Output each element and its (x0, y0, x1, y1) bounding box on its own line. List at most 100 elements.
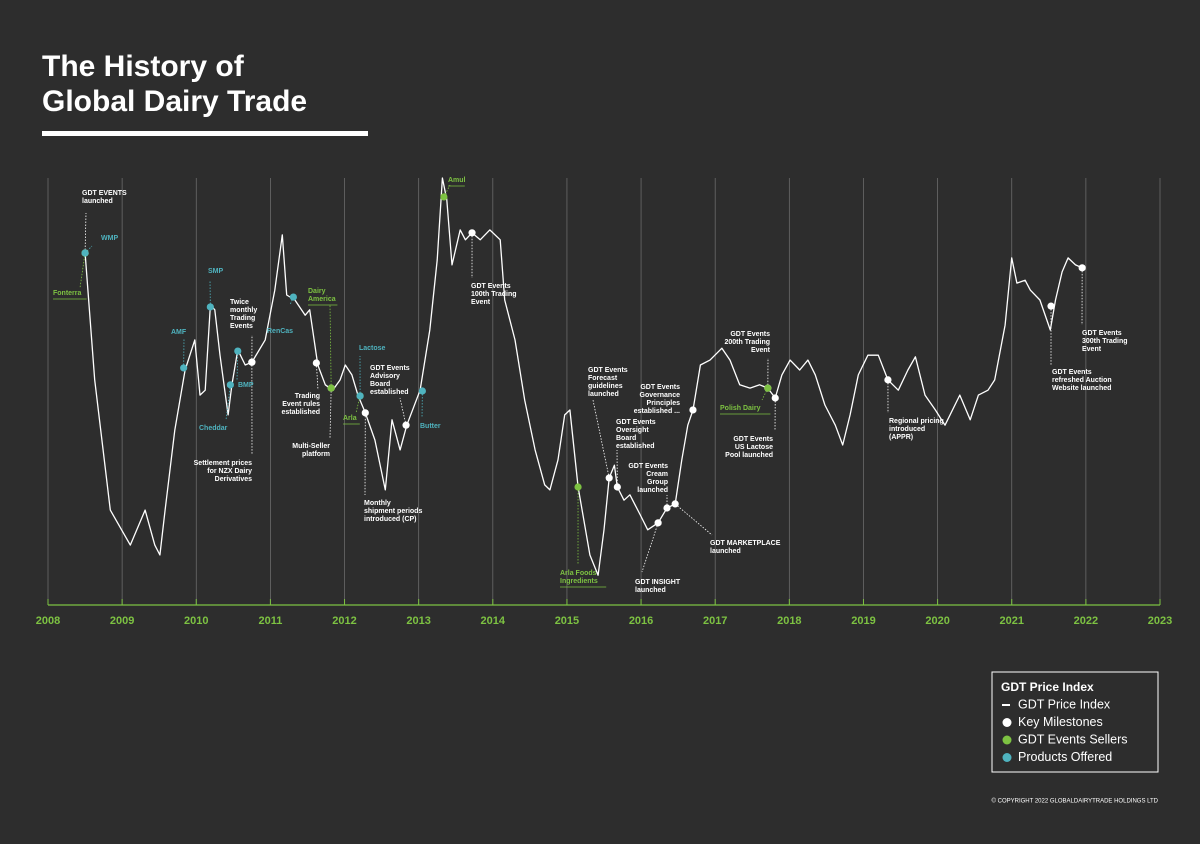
x-tick-label: 2017 (703, 615, 727, 627)
annotation: GDT MARKETPLACE (710, 540, 781, 547)
marker-point (206, 303, 214, 311)
annotation: SMP (208, 268, 224, 275)
leader-line (761, 387, 769, 401)
marker-point (574, 483, 582, 491)
marker-point (771, 394, 779, 402)
copyright: © COPYRIGHT 2022 GLOBALDAIRYTRADE HOLDIN… (992, 798, 1159, 805)
annotation: America (308, 296, 336, 303)
legend-box (991, 671, 1159, 773)
x-tick-label: 2008 (36, 615, 60, 627)
annotation: GDT Events (730, 331, 770, 338)
annotation: established (281, 409, 320, 416)
marker-point (312, 359, 320, 367)
marker-point (1047, 302, 1055, 310)
marker-point (663, 504, 671, 512)
annotation: for NZX Dairy (207, 468, 252, 475)
annotation: Trading (230, 315, 255, 322)
annotation: Events (230, 323, 253, 330)
title-underline (42, 131, 368, 136)
annotation: platform (302, 451, 330, 458)
legend-label: Products Offered (1018, 750, 1112, 764)
annotation: GDT Events (616, 419, 656, 426)
marker-point (289, 293, 297, 301)
legend-label: GDT Price Index (1018, 697, 1111, 711)
legend-title: GDT Price Index (1001, 680, 1094, 694)
legend-label: Key Milestones (1018, 715, 1103, 729)
annotation: Lactose (359, 345, 386, 352)
annotation: established (616, 443, 655, 450)
annotation: Amul (448, 177, 466, 184)
annotation: Monthly (364, 500, 391, 507)
legend-swatch (1002, 735, 1012, 745)
annotation: launched (637, 487, 668, 494)
annotation: Fonterra (53, 290, 82, 297)
annotation: Cream (646, 471, 668, 478)
annotation: established (370, 389, 409, 396)
annotation: GDT Events (370, 365, 410, 372)
marker-point (440, 193, 448, 201)
leader-line (443, 184, 451, 198)
marker-point (613, 483, 621, 491)
price-line (84, 177, 1083, 576)
leader-line (84, 212, 87, 253)
x-tick-label: 2011 (258, 615, 282, 627)
marker-point (356, 392, 364, 400)
x-tick-label: 2022 (1074, 615, 1098, 627)
legend-swatch (1002, 753, 1012, 762)
leader-line (236, 351, 239, 381)
x-tick-label: 2023 (1148, 615, 1172, 627)
x-tick-label: 2018 (777, 615, 801, 627)
annotation: launched (588, 391, 619, 398)
annotation: GDT INSIGHT (635, 579, 681, 586)
annotation: Multi-Seller (292, 443, 330, 450)
x-tick-label: 2013 (406, 615, 430, 627)
marker-point (327, 384, 335, 392)
annotation: monthly (230, 307, 257, 314)
x-tick-label: 2014 (481, 615, 506, 627)
marker-point (764, 384, 772, 392)
annotation: Event rules (282, 401, 320, 408)
legend-swatch (1002, 718, 1012, 727)
marker-point (671, 500, 679, 508)
annotation: AMF (171, 329, 187, 336)
annotation: RenCas (267, 328, 293, 335)
annotation: Arla (343, 415, 357, 422)
marker-point (654, 519, 662, 527)
x-tick-label: 2016 (629, 615, 653, 627)
annotation: introduced (CP) (364, 516, 417, 523)
annotation: US Lactose (735, 444, 773, 451)
x-tick-label: 2019 (851, 615, 875, 627)
marker-point (234, 347, 242, 355)
title-line: Global Dairy Trade (42, 85, 307, 118)
annotation: Principles (647, 400, 681, 407)
annotation: Dairy (308, 288, 326, 295)
marker-point (81, 249, 89, 257)
annotation: GDT Events (733, 436, 773, 443)
annotation: Cheddar (199, 425, 228, 432)
annotation: GDT Events (471, 283, 511, 290)
x-tick-label: 2020 (925, 615, 949, 627)
marker-point (468, 229, 476, 237)
marker-point (689, 406, 697, 414)
annotation: GDT Events (1052, 369, 1092, 376)
leader-line (329, 388, 332, 439)
x-tick-label: 2015 (555, 615, 579, 627)
leader-line (79, 252, 86, 289)
annotation: Event (751, 347, 771, 354)
marker-point (1078, 264, 1086, 272)
annotation: GDT Events (640, 384, 680, 391)
title-line: The History of (42, 50, 245, 83)
marker-point (605, 474, 613, 482)
marker-point (884, 376, 892, 384)
marker-point (248, 358, 256, 366)
annotation: introduced (889, 426, 925, 433)
annotation: Derivatives (215, 476, 252, 483)
annotation: launched (710, 548, 741, 555)
annotation: Polish Dairy (720, 405, 761, 412)
leader-line (315, 362, 319, 391)
annotation: GDT Events (1082, 330, 1122, 337)
annotation: Event (471, 299, 491, 306)
marker-point (418, 387, 426, 395)
